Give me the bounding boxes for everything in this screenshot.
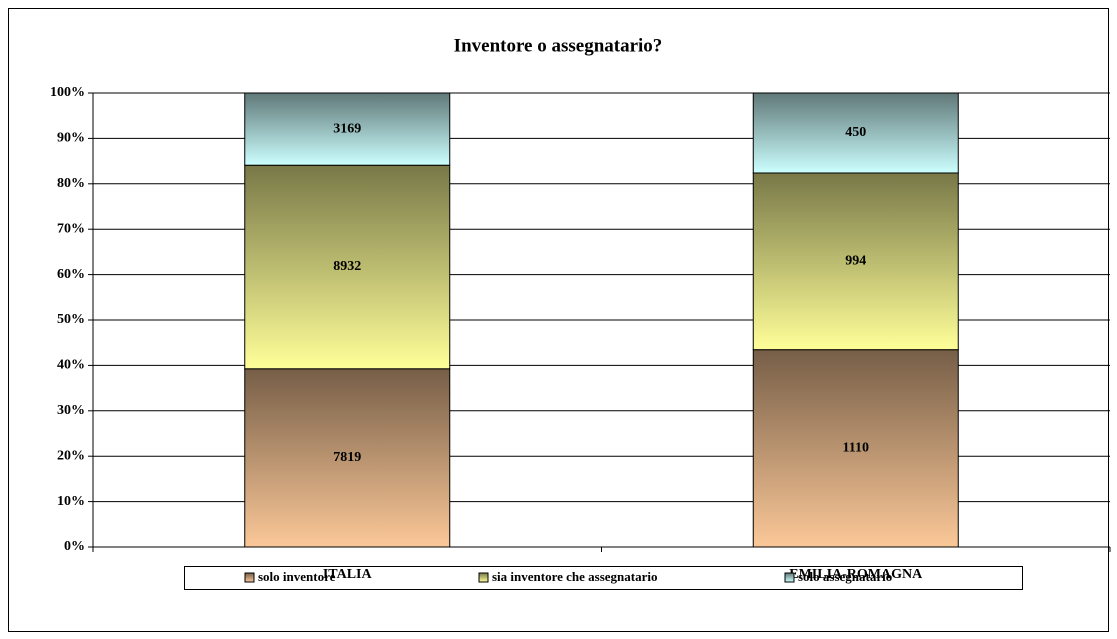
y-tick-label: 30%: [57, 403, 85, 418]
bar-segment: [752, 92, 959, 174]
legend-swatch: [244, 572, 255, 583]
y-tick-label: 20%: [57, 448, 85, 463]
legend-label: solo assegnatario: [798, 569, 892, 584]
bar-segment: [244, 92, 451, 166]
legend-swatch: [784, 572, 795, 583]
y-tick-label: 40%: [57, 358, 85, 373]
y-tick-label: 100%: [50, 85, 85, 100]
y-tick-label: 10%: [57, 494, 85, 509]
data-label: 7819: [333, 450, 361, 465]
data-label: 8932: [333, 259, 361, 274]
data-label: 1110: [843, 441, 869, 456]
x-tick-label: ITALIA: [323, 567, 373, 582]
bar-segment: [752, 172, 959, 351]
y-tick-label: 0%: [64, 539, 85, 554]
data-label: 994: [845, 254, 866, 269]
y-tick-label: 90%: [57, 131, 85, 146]
y-tick-label: 80%: [57, 176, 85, 191]
y-tick-label: 70%: [57, 221, 85, 236]
chart-title: Inventore o assegnatario?: [454, 35, 663, 56]
legend-label: solo inventore: [258, 569, 336, 584]
x-tick-label: EMILIA-ROMAGNA: [789, 567, 923, 582]
data-label: 3169: [333, 121, 361, 136]
legend-label: sia inventore che assegnatario: [492, 569, 658, 584]
legend-swatch: [478, 572, 489, 583]
y-tick-label: 50%: [57, 312, 85, 327]
data-label: 450: [845, 125, 866, 140]
bar-segment: [752, 349, 959, 548]
legend-box: [184, 566, 1023, 590]
y-tick-label: 60%: [57, 267, 85, 282]
bar-segment: [244, 164, 451, 370]
